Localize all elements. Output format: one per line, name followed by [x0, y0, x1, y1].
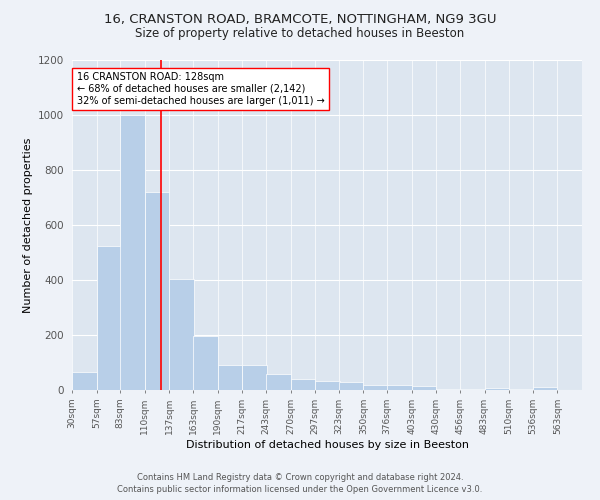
Y-axis label: Number of detached properties: Number of detached properties	[23, 138, 32, 312]
Bar	[412, 386, 436, 390]
Bar	[169, 278, 194, 390]
Bar	[145, 192, 169, 390]
Text: 16, CRANSTON ROAD, BRAMCOTE, NOTTINGHAM, NG9 3GU: 16, CRANSTON ROAD, BRAMCOTE, NOTTINGHAM,…	[104, 12, 496, 26]
Bar	[460, 388, 485, 390]
Bar	[315, 381, 340, 390]
Text: Size of property relative to detached houses in Beeston: Size of property relative to detached ho…	[136, 28, 464, 40]
Bar	[436, 388, 461, 390]
Bar	[364, 385, 388, 390]
Text: 16 CRANSTON ROAD: 128sqm
← 68% of detached houses are smaller (2,142)
32% of sem: 16 CRANSTON ROAD: 128sqm ← 68% of detach…	[77, 72, 325, 106]
Bar	[533, 387, 557, 390]
Bar	[193, 336, 218, 390]
Bar	[387, 385, 412, 390]
Bar	[242, 365, 267, 390]
Bar	[290, 379, 315, 390]
Bar	[120, 115, 145, 390]
Bar	[266, 374, 290, 390]
Bar	[72, 372, 97, 390]
X-axis label: Distribution of detached houses by size in Beeston: Distribution of detached houses by size …	[185, 440, 469, 450]
Bar	[339, 382, 364, 390]
Bar	[218, 365, 242, 390]
Text: Contains HM Land Registry data © Crown copyright and database right 2024.
Contai: Contains HM Land Registry data © Crown c…	[118, 472, 482, 494]
Bar	[485, 388, 509, 390]
Bar	[97, 246, 121, 390]
